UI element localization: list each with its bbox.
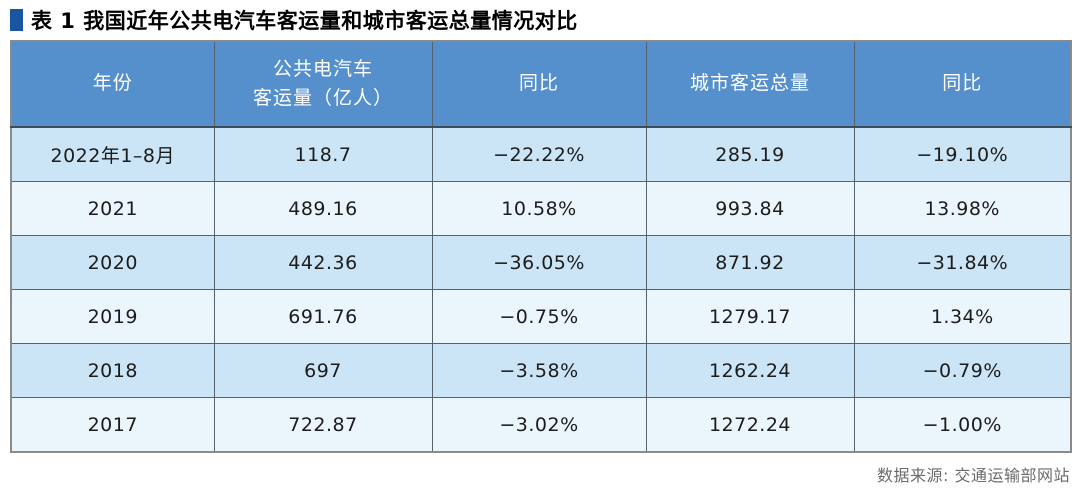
table-caption: 表 1 我国近年公共电汽车客运量和城市客运总量情况对比 xyxy=(10,5,1070,35)
title-marker-icon xyxy=(10,9,23,31)
cell-bus-volume: 697 xyxy=(213,343,433,398)
cell-urban-total: 285.19 xyxy=(645,126,855,182)
cell-bus-volume: 442.36 xyxy=(213,235,433,290)
table-title: 表 1 我国近年公共电汽车客运量和城市客运总量情况对比 xyxy=(31,9,578,33)
data-table: 年份 公共电汽车 客运量（亿人） 同比 城市客运总量 同比 2022年1–8月 1… xyxy=(10,40,1072,453)
cell-urban-total: 1272.24 xyxy=(645,397,855,453)
table-row: 2019 691.76 −0.75% 1279.17 1.34% xyxy=(10,289,1072,344)
header-row: 年份 公共电汽车 客运量（亿人） 同比 城市客运总量 同比 xyxy=(10,40,1072,128)
cell-urban-yoy: −0.79% xyxy=(853,343,1072,398)
cell-year: 2017 xyxy=(10,397,215,453)
cell-bus-yoy: −22.22% xyxy=(431,126,647,182)
table-row: 2020 442.36 −36.05% 871.92 −31.84% xyxy=(10,235,1072,290)
table-row: 2018 697 −3.58% 1262.24 −0.79% xyxy=(10,343,1072,398)
cell-bus-yoy: −3.58% xyxy=(431,343,647,398)
cell-urban-total: 1279.17 xyxy=(645,289,855,344)
cell-urban-total: 1262.24 xyxy=(645,343,855,398)
cell-year: 2022年1–8月 xyxy=(10,126,215,182)
cell-bus-volume: 691.76 xyxy=(213,289,433,344)
cell-bus-yoy: 10.58% xyxy=(431,181,647,236)
header-urban-total: 城市客运总量 xyxy=(645,40,855,128)
cell-bus-yoy: −3.02% xyxy=(431,397,647,453)
cell-bus-volume: 489.16 xyxy=(213,181,433,236)
cell-urban-yoy: 1.34% xyxy=(853,289,1072,344)
cell-urban-yoy: −1.00% xyxy=(853,397,1072,453)
header-urban-yoy: 同比 xyxy=(853,40,1072,128)
cell-year: 2019 xyxy=(10,289,215,344)
cell-urban-yoy: −31.84% xyxy=(853,235,1072,290)
cell-bus-volume: 118.7 xyxy=(213,126,433,182)
cell-urban-yoy: −19.10% xyxy=(853,126,1072,182)
data-source: 数据来源: 交通运输部网站 xyxy=(877,466,1070,485)
table-row: 2017 722.87 −3.02% 1272.24 −1.00% xyxy=(10,397,1072,453)
header-bus-volume: 公共电汽车 客运量（亿人） xyxy=(213,40,433,128)
header-year: 年份 xyxy=(10,40,215,128)
cell-year: 2020 xyxy=(10,235,215,290)
header-bus-yoy: 同比 xyxy=(431,40,647,128)
table-row: 2021 489.16 10.58% 993.84 13.98% xyxy=(10,181,1072,236)
cell-bus-volume: 722.87 xyxy=(213,397,433,453)
table-row: 2022年1–8月 118.7 −22.22% 285.19 −19.10% xyxy=(10,126,1072,182)
cell-urban-yoy: 13.98% xyxy=(853,181,1072,236)
cell-urban-total: 993.84 xyxy=(645,181,855,236)
cell-year: 2021 xyxy=(10,181,215,236)
cell-bus-yoy: −36.05% xyxy=(431,235,647,290)
cell-urban-total: 871.92 xyxy=(645,235,855,290)
table-body: 2022年1–8月 118.7 −22.22% 285.19 −19.10% 2021 48… xyxy=(10,126,1072,453)
cell-year: 2018 xyxy=(10,343,215,398)
cell-bus-yoy: −0.75% xyxy=(431,289,647,344)
